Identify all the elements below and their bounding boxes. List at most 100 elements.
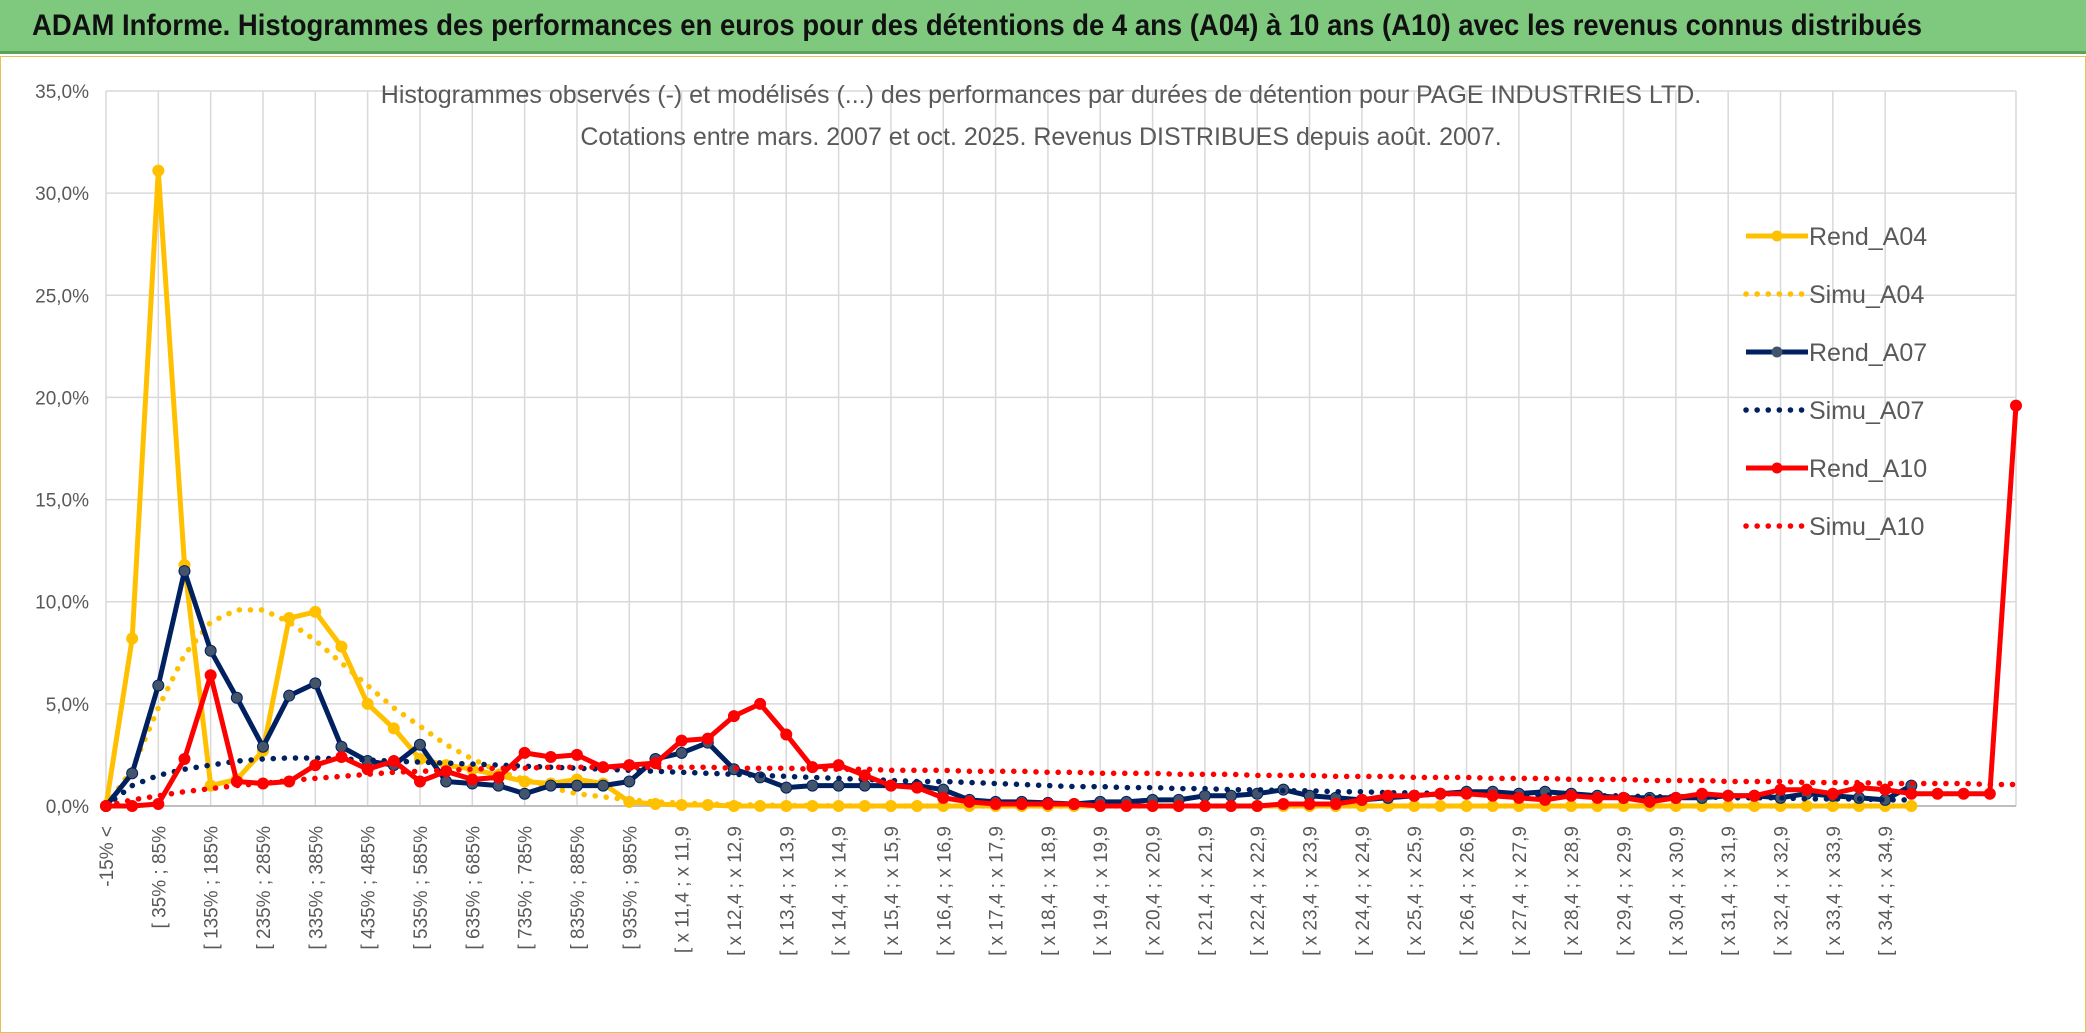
point-Rend_A07-4 <box>204 644 217 657</box>
x-tick-label-10: [ 935% ; 985% <box>620 826 641 950</box>
x-tick-label-19: [ x 19,4 ; x 19,9 <box>1091 826 1112 956</box>
point-Rend_A10-59 <box>1643 795 1656 808</box>
series-Simu_A07 <box>103 755 1915 809</box>
series-Simu_A04 <box>103 607 1915 809</box>
point-Rend_A10-32 <box>937 791 950 804</box>
series-line-Rend_A10 <box>106 405 2019 809</box>
point-Rend_A10-53 <box>1486 789 1499 802</box>
series-line-Simu_A04 <box>103 607 1915 809</box>
point-Rend_A10-63 <box>1748 789 1761 802</box>
point-Rend_A10-22 <box>675 734 688 747</box>
point-Rend_A10-52 <box>1460 787 1473 800</box>
point-Rend_A10-30 <box>884 779 897 792</box>
point-Rend_A10-38 <box>1094 800 1107 812</box>
x-tick-label-8: [ 735% ; 785% <box>516 826 537 950</box>
point-Rend_A10-25 <box>754 697 767 710</box>
chart-frame: Histogrammes observés (-) et modélisés (… <box>0 56 2086 1033</box>
x-tick-label-20: [ x 20,4 ; x 20,9 <box>1144 826 1165 956</box>
legend-entry-Rend_A10: Rend_A10 <box>1746 455 1927 483</box>
point-Rend_A10-33 <box>963 795 976 808</box>
point-Rend_A07-42 <box>1198 789 1211 802</box>
series-layer <box>100 164 2022 812</box>
point-Rend_A10-71 <box>1957 787 1970 800</box>
point-Rend_A10-61 <box>1696 787 1709 800</box>
point-Rend_A07-9 <box>335 740 348 753</box>
point-Rend_A07-17 <box>544 779 557 792</box>
point-Rend_A07-26 <box>780 781 793 794</box>
point-Rend_A10-11 <box>387 755 400 768</box>
point-Rend_A07-7 <box>283 689 296 702</box>
report-banner: ADAM Informe. Histogrammes des performan… <box>0 0 2086 54</box>
point-Rend_A10-47 <box>1329 797 1342 810</box>
x-tick-label-16: [ x 16,4 ; x 16,9 <box>934 826 955 956</box>
y-tick-label-2: 10,0% <box>35 593 89 614</box>
point-Rend_A10-15 <box>492 771 505 784</box>
point-Rend_A10-48 <box>1355 793 1368 806</box>
point-Rend_A10-12 <box>413 775 426 788</box>
legend-entry-Rend_A07: Rend_A07 <box>1746 339 1927 367</box>
point-Rend_A10-9 <box>335 750 348 763</box>
x-tick-label-34: [ x 34,4 ; x 34,9 <box>1876 826 1897 956</box>
y-tick-label-3: 15,0% <box>35 491 89 512</box>
point-Rend_A04-2 <box>152 164 165 177</box>
point-Rend_A10-37 <box>1068 797 1081 810</box>
point-Rend_A10-64 <box>1774 783 1787 796</box>
x-tick-label-4: [ 335% ; 385% <box>306 826 327 950</box>
x-tick-label-32: [ x 32,4 ; x 32,9 <box>1772 826 1793 956</box>
y-tick-label-7: 35,0% <box>35 82 89 103</box>
x-tick-label-13: [ x 13,4 ; x 13,9 <box>777 826 798 956</box>
x-tick-label-5: [ 435% ; 485% <box>359 826 380 950</box>
point-Rend_A07-19 <box>597 779 610 792</box>
x-tick-label-33: [ x 33,4 ; x 33,9 <box>1824 826 1845 956</box>
point-Rend_A04-10 <box>361 697 374 710</box>
x-tick-label-17: [ x 17,4 ; x 17,9 <box>987 826 1008 956</box>
point-Rend_A10-3 <box>178 753 191 766</box>
legend-marker-Rend_A07 <box>1771 346 1783 358</box>
point-Rend_A07-28 <box>832 779 845 792</box>
series-line-Rend_A04 <box>103 168 1912 809</box>
point-Rend_A07-3 <box>178 565 191 578</box>
y-tick-label-5: 25,0% <box>35 286 89 307</box>
point-Rend_A10-69 <box>1905 787 1918 800</box>
point-Rend_A07-1 <box>126 767 139 780</box>
chart-title-line-1: Histogrammes observés (-) et modélisés (… <box>381 81 1701 109</box>
x-tick-label-21: [ x 21,4 ; x 21,9 <box>1196 826 1217 956</box>
legend-entry-Simu_A04: Simu_A04 <box>1743 281 1924 309</box>
point-Rend_A10-44 <box>1251 800 1264 812</box>
point-Rend_A10-24 <box>727 710 740 723</box>
point-Rend_A07-6 <box>256 740 269 753</box>
x-tick-label-25: [ x 25,4 ; x 25,9 <box>1405 826 1426 956</box>
x-tick-label-3: [ 235% ; 285% <box>254 826 275 950</box>
x-tick-label-12: [ x 12,4 ; x 12,9 <box>725 826 746 956</box>
x-tick-label-31: [ x 31,4 ; x 31,9 <box>1719 826 1740 956</box>
point-Rend_A10-54 <box>1512 791 1525 804</box>
x-tick-label-11: [ x 11,4 ; x 11,9 <box>673 826 694 953</box>
x-tick-label-22: [ x 22,4 ; x 22,9 <box>1248 826 1269 956</box>
point-Rend_A07-8 <box>309 677 322 690</box>
legend-marker-Rend_A10 <box>1771 462 1783 474</box>
point-Rend_A04-1 <box>126 632 139 645</box>
x-tick-label-23: [ x 23,4 ; x 23,9 <box>1301 826 1322 956</box>
point-Rend_A10-39 <box>1120 800 1133 812</box>
point-Rend_A10-72 <box>1983 787 1996 800</box>
point-Rend_A07-5 <box>230 691 243 704</box>
point-Rend_A10-42 <box>1198 800 1211 812</box>
legend-label-Simu_A04: Simu_A04 <box>1809 281 1924 309</box>
x-tick-labels: -15% < [ 35% ; 85% [ 135% ; 185% [ 235% ; 2… <box>97 826 1897 956</box>
point-Rend_A10-43 <box>1225 800 1238 812</box>
point-Rend_A10-23 <box>701 732 714 745</box>
x-tick-label-6: [ 535% ; 585% <box>411 826 432 950</box>
x-tick-label-24: [ x 24,4 ; x 24,9 <box>1353 826 1374 956</box>
point-Rend_A10-51 <box>1434 787 1447 800</box>
series-line-Rend_A07 <box>104 568 1913 808</box>
x-tick-label-29: [ x 29,4 ; x 29,9 <box>1615 826 1636 956</box>
x-tick-label-30: [ x 30,4 ; x 30,9 <box>1667 826 1688 956</box>
point-Rend_A07-12 <box>413 738 426 751</box>
legend-entry-Simu_A10: Simu_A10 <box>1743 513 1924 541</box>
legend-label-Simu_A07: Simu_A07 <box>1809 397 1924 425</box>
point-Rend_A10-57 <box>1591 791 1604 804</box>
point-Rend_A10-70 <box>1931 787 1944 800</box>
point-Rend_A07-20 <box>623 775 636 788</box>
y-tick-label-1: 5,0% <box>46 695 89 716</box>
point-Rend_A10-46 <box>1303 797 1316 810</box>
